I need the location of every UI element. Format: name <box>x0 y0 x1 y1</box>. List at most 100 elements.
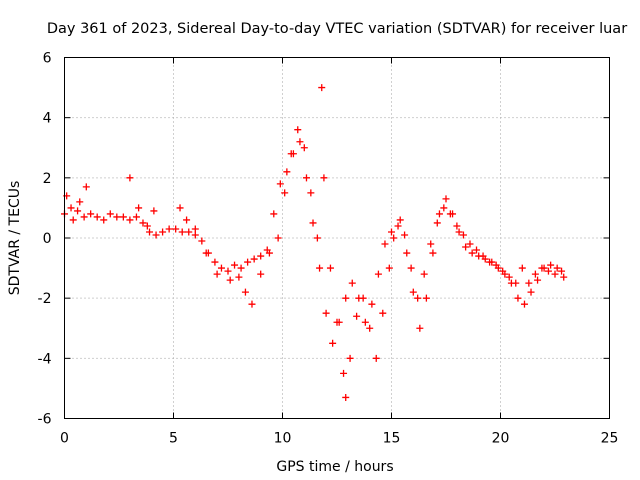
data-point <box>67 204 75 212</box>
data-point <box>309 219 317 227</box>
data-point <box>473 246 481 254</box>
data-point <box>176 204 184 212</box>
y-tick-label: 0 <box>43 231 52 247</box>
data-point <box>185 228 193 236</box>
data-point <box>551 270 559 278</box>
data-point <box>87 210 95 218</box>
data-point <box>172 225 180 233</box>
data-point <box>372 354 380 362</box>
data-point <box>459 231 467 239</box>
data-point <box>429 249 437 257</box>
data-point <box>146 228 154 236</box>
x-tick-label: 5 <box>169 431 178 447</box>
data-point <box>143 222 151 230</box>
data-point <box>348 279 356 287</box>
data-point <box>80 213 88 221</box>
data-point <box>329 339 337 347</box>
data-point <box>300 144 308 152</box>
y-tick-label: 4 <box>43 111 52 127</box>
y-tick-label: 2 <box>43 171 52 187</box>
data-point <box>507 279 515 287</box>
data-point <box>283 168 291 176</box>
data-point <box>135 204 143 212</box>
data-point <box>119 213 127 221</box>
data-point <box>455 228 463 236</box>
chart-title: Day 361 of 2023, Sidereal Day-to-day VTE… <box>47 21 627 37</box>
data-point <box>540 264 548 272</box>
data-point <box>313 234 321 242</box>
data-point <box>435 210 443 218</box>
data-point <box>366 324 374 332</box>
data-point <box>359 294 367 302</box>
data-point <box>560 273 568 281</box>
data-point <box>224 267 232 275</box>
data-point <box>274 234 282 242</box>
data-point <box>231 261 239 269</box>
data-point <box>165 225 173 233</box>
data-point <box>294 126 302 134</box>
data-point <box>93 213 101 221</box>
data-point <box>466 240 474 248</box>
data-point <box>361 318 369 326</box>
data-point <box>403 249 411 257</box>
x-tick-label: 25 <box>601 431 619 447</box>
data-point <box>414 294 422 302</box>
data-point <box>468 249 476 257</box>
data-point <box>407 264 415 272</box>
tick-labels: 0 5 10 15 20 25 -6 -4 -2 0 2 4 6 <box>38 51 619 447</box>
data-point <box>453 222 461 230</box>
x-tick-label: 10 <box>274 431 292 447</box>
data-point <box>113 213 121 221</box>
data-point <box>265 249 273 257</box>
data-point <box>374 270 382 278</box>
data-point <box>501 270 509 278</box>
data-point <box>409 288 417 296</box>
data-point <box>257 252 265 260</box>
data-point <box>390 234 398 242</box>
data-point <box>250 255 258 263</box>
data-point <box>396 216 404 224</box>
data-point <box>152 231 160 239</box>
data-point <box>76 198 84 206</box>
data-point <box>462 243 470 251</box>
data-point <box>213 270 221 278</box>
x-axis-label: GPS time / hours <box>276 459 393 475</box>
data-point <box>388 228 395 236</box>
y-tick-label: 6 <box>43 51 52 67</box>
data-point <box>257 270 265 278</box>
data-point <box>353 312 361 320</box>
data-point <box>217 264 225 272</box>
data-points <box>61 84 568 401</box>
x-tick-label: 0 <box>60 431 69 447</box>
data-point <box>178 228 186 236</box>
data-point <box>191 231 199 239</box>
data-point <box>394 222 402 230</box>
data-point <box>198 237 206 245</box>
data-point <box>520 300 528 308</box>
data-point <box>244 258 252 266</box>
data-point <box>553 264 561 272</box>
data-point <box>531 270 539 278</box>
data-point <box>416 324 424 332</box>
data-point <box>235 273 243 281</box>
data-point <box>132 213 140 221</box>
data-point <box>74 207 82 215</box>
data-point <box>385 264 393 272</box>
y-axis-label: SDTVAR / TECUs <box>7 181 23 296</box>
data-point <box>307 189 315 197</box>
data-point <box>183 216 191 224</box>
data-point <box>420 270 428 278</box>
data-point <box>270 210 278 218</box>
data-point <box>427 240 435 248</box>
data-point <box>422 294 430 302</box>
data-point <box>342 393 350 401</box>
data-point <box>126 174 134 182</box>
data-point <box>494 264 502 272</box>
data-point <box>100 216 108 224</box>
data-point <box>237 264 245 272</box>
data-point <box>440 204 448 212</box>
data-point <box>547 261 555 269</box>
data-point <box>449 210 457 218</box>
data-point <box>202 249 210 257</box>
